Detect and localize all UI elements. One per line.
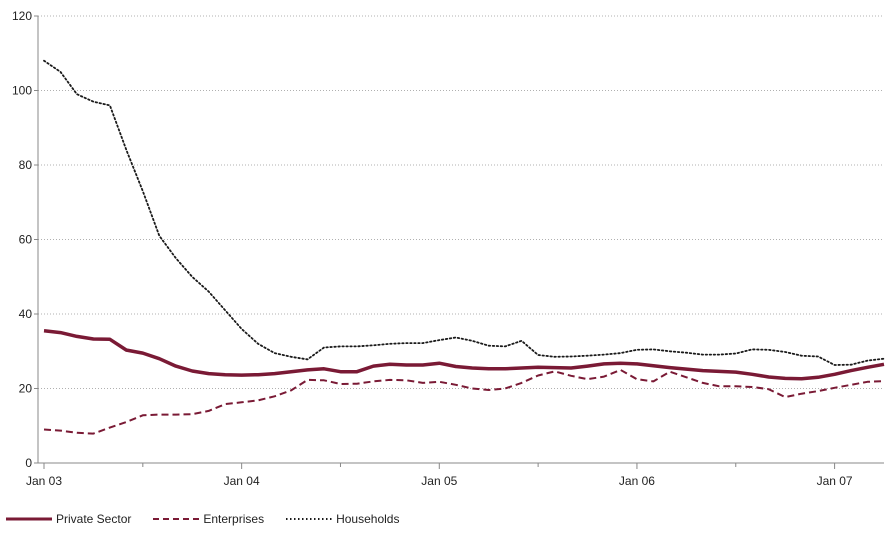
legend-label-households: Households (336, 512, 400, 526)
y-tick-label: 0 (25, 456, 32, 470)
x-tick-label: Jan 05 (421, 474, 457, 488)
x-tick-label: Jan 06 (619, 474, 655, 488)
legend: Private Sector Enterprises Households (6, 512, 399, 526)
legend-swatch-private-sector (6, 517, 52, 521)
y-tick-label: 20 (19, 382, 33, 396)
legend-item-private-sector: Private Sector (6, 512, 131, 526)
legend-label-private-sector: Private Sector (56, 512, 132, 526)
gridlines (38, 15, 884, 389)
y-tick-label: 100 (12, 84, 32, 98)
y-tick-label: 40 (19, 307, 33, 321)
x-tick-label: Jan 04 (224, 474, 260, 488)
legend-swatch-households (286, 518, 333, 520)
legend-label-enterprises: Enterprises (203, 512, 265, 526)
legend-item-households: Households (286, 512, 399, 526)
y-tick-label: 80 (19, 158, 33, 172)
series-line-enterprises (43, 368, 885, 435)
series-lines (43, 59, 885, 435)
legend-swatch-enterprises (153, 518, 200, 520)
y-tick-label: 120 (12, 9, 32, 23)
y-tick-label: 60 (19, 233, 33, 247)
x-tick-label: Jan 07 (817, 474, 853, 488)
axes: 0 20 40 60 80 100 120 Jan 03 Jan 04 Jan 05 Jan 06 J… (12, 9, 884, 488)
series-line-households (43, 59, 885, 366)
series-line-private-sector (43, 329, 885, 381)
x-tick-label: Jan 03 (26, 474, 62, 488)
legend-item-enterprises: Enterprises (153, 512, 264, 526)
